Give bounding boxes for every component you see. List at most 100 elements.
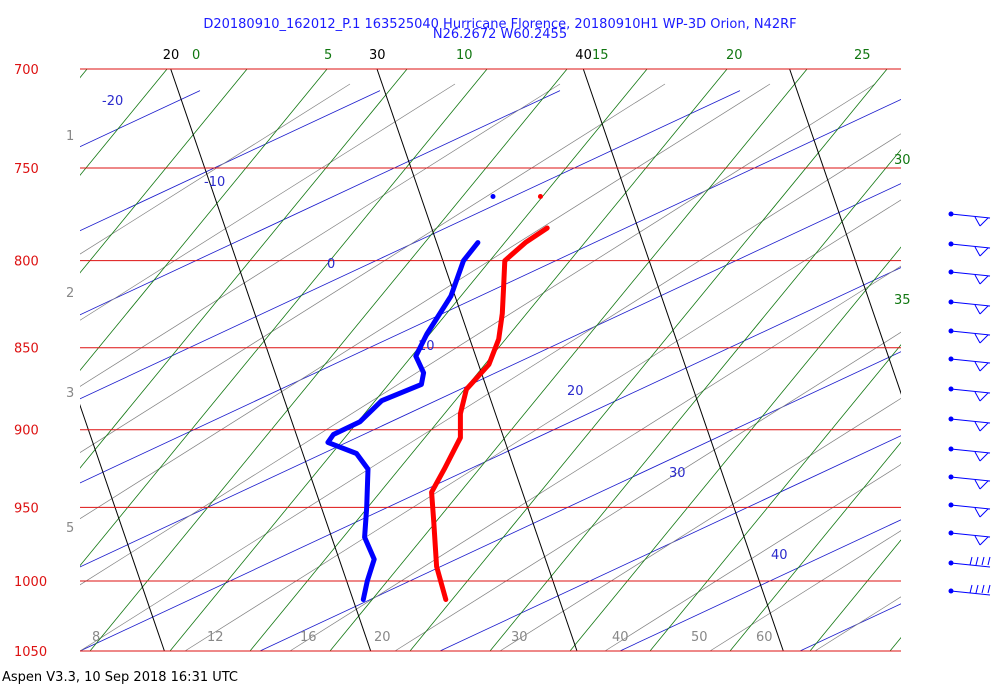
mixing-ratio-label: 30 <box>894 153 911 168</box>
pressure-tick-label: 850 <box>14 342 39 357</box>
bottom-scale-label: 12 <box>207 630 224 645</box>
mixing-ratio-line <box>729 441 901 652</box>
pressure-tick-label: 750 <box>14 162 39 177</box>
mixing-ratio-label: 35 <box>894 293 911 308</box>
mixing-ratio-label: 10 <box>456 48 473 63</box>
mixing-ratio-label: 15 <box>592 48 609 63</box>
mixing-ratio-line <box>489 148 901 652</box>
wind-barb <box>948 446 991 462</box>
mixing-ratio-line <box>329 69 808 652</box>
mixing-ratio-label: 25 <box>854 48 871 63</box>
moist-adiabat-line <box>80 83 666 453</box>
bottom-scale-label: 60 <box>756 630 773 645</box>
moist-adiabat-line <box>80 83 351 255</box>
mixing-ratio-line <box>80 69 168 176</box>
dry-adiabat-line <box>799 603 901 652</box>
dewpoint-profile-line <box>325 240 481 602</box>
bottom-scale-label: 50 <box>691 630 708 645</box>
wind-barb <box>948 502 991 518</box>
bottom-scale-label: 16 <box>300 630 317 645</box>
chart-title-line-1: D20180910_162012_P.1 163525040 Hurricane… <box>203 17 797 32</box>
bottom-scale-label: 20 <box>374 630 391 645</box>
moist-adiabat-line <box>184 199 901 652</box>
wind-barb <box>948 241 991 257</box>
mixing-ratio-line <box>970 65 1000 651</box>
isobar-lines <box>80 68 901 652</box>
moist-adiabat-lines <box>80 83 1000 652</box>
mixing-ratio-label: 0 <box>192 48 200 63</box>
isotherm-label: 40 <box>575 48 592 63</box>
wind-barb <box>948 299 991 315</box>
dry-adiabat-line <box>80 183 901 568</box>
pressure-tick-label: 950 <box>14 501 39 516</box>
mixing-ratio-label: 5 <box>324 48 332 63</box>
dry-adiabat-lines <box>80 90 901 652</box>
dry-adiabat-label: 20 <box>567 384 584 399</box>
moist-adiabat-line <box>80 133 901 652</box>
height-label: 3 <box>66 386 74 401</box>
dry-adiabat-line <box>439 435 901 652</box>
wind-barb <box>948 269 991 285</box>
moist-adiabat-line <box>80 83 771 520</box>
isotherm-label: 20 <box>163 48 180 63</box>
dry-adiabat-line <box>80 90 381 232</box>
mixing-ratio-label: 20 <box>726 48 743 63</box>
height-label: 2 <box>66 286 74 301</box>
moist-adiabat-line <box>920 84 1000 651</box>
moist-adiabat-line <box>289 265 901 652</box>
wind-barb <box>948 584 991 596</box>
mixing-ratio-line <box>80 69 408 469</box>
isotherm-line <box>170 69 372 652</box>
isotherm-line <box>789 69 901 395</box>
dry-adiabat-label: -20 <box>102 94 123 109</box>
height-label: 5 <box>66 521 74 536</box>
wind-barb <box>948 356 991 372</box>
isotherm-line <box>80 403 165 652</box>
dry-adiabat-line <box>80 90 561 316</box>
dry-adiabat-line <box>619 519 901 652</box>
bottom-scale-label: 30 <box>511 630 528 645</box>
mixing-ratio-line <box>169 69 648 652</box>
mixing-ratio-line <box>80 69 88 79</box>
temperature-profile-line <box>429 225 550 602</box>
wind-barb <box>948 211 991 227</box>
moist-adiabat-line <box>499 397 901 652</box>
dry-adiabat-label: 30 <box>669 466 686 481</box>
dry-adiabat-label: 0 <box>327 257 335 272</box>
temperature-top-point <box>537 193 543 199</box>
mixing-ratio-line <box>409 69 888 652</box>
mixing-ratio-line <box>649 344 901 652</box>
dry-adiabat-label: -10 <box>204 175 225 190</box>
moist-adiabat-line <box>709 530 901 652</box>
dry-adiabat-line <box>259 351 901 652</box>
axis-labels: 7007508008509009501000105010203040051015… <box>14 48 911 660</box>
moist-adiabat-line <box>604 464 901 652</box>
mixing-ratio-line <box>80 69 248 274</box>
wind-barb <box>948 530 991 546</box>
moist-adiabat-line <box>80 83 456 321</box>
wind-barb <box>948 416 991 432</box>
dewpoint-top-point <box>490 193 496 199</box>
dry-adiabat-line <box>80 267 901 652</box>
pressure-tick-label: 700 <box>14 63 39 78</box>
sounding-profiles <box>325 193 550 602</box>
dry-adiabat-line <box>80 99 901 484</box>
isotherm-line <box>376 69 578 652</box>
mixing-ratio-line <box>569 246 901 652</box>
isotherm-line <box>582 69 784 652</box>
mixing-ratio-line <box>89 69 568 652</box>
wind-barb <box>948 474 991 490</box>
mixing-ratio-lines <box>80 65 1000 652</box>
chart-title-line-2: N26.2672 W60.2455 <box>432 27 568 42</box>
pressure-tick-label: 1000 <box>14 575 47 590</box>
isotherm-label: 30 <box>369 48 386 63</box>
isotherm-lines <box>80 69 901 652</box>
footer-software-version: Aspen V3.3, 10 Sep 2018 16:31 UTC <box>2 670 239 685</box>
mixing-ratio-line <box>809 539 901 652</box>
wind-barb <box>948 328 991 344</box>
wind-barb <box>948 556 991 568</box>
mixing-ratio-line <box>80 69 488 567</box>
wind-barb <box>948 386 991 402</box>
pressure-tick-label: 900 <box>14 424 39 439</box>
